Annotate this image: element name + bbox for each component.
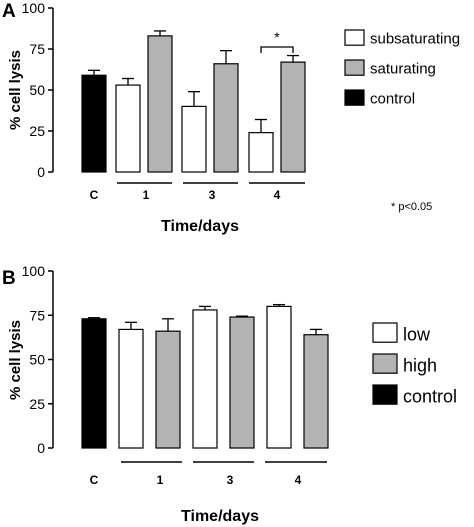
significance-bracket [260, 46, 294, 53]
bar-low-day-3 [192, 309, 218, 449]
legend-label-control: control [403, 386, 457, 406]
legend-label-subsaturating: subsaturating [370, 31, 460, 48]
legend-swatch-high [372, 353, 398, 374]
y-tick-label: 0 [37, 164, 45, 180]
bar-subsaturating-day-1 [115, 84, 141, 173]
bar-control-day-C [81, 74, 107, 173]
chart-panel-a: A 0 25 50 75 100 % cell lysis C 1 3 4 Time/days subs… [2, 0, 460, 235]
y-axis-title: % cell lysis [7, 320, 24, 400]
x-group-label: C [90, 188, 99, 202]
legend-label-control: control [370, 91, 415, 108]
x-axis-title: Time/days [161, 218, 239, 235]
x-group-label: 1 [157, 473, 164, 487]
bar-high-day-4 [303, 334, 329, 449]
x-group-label: 4 [295, 473, 302, 487]
y-tick-label: 100 [22, 263, 46, 279]
y-tick-label: 75 [29, 41, 45, 57]
y-tick-label: 0 [37, 440, 45, 456]
y-tick-label: 25 [29, 396, 45, 412]
x-group-label: 4 [274, 188, 281, 202]
bar-subsaturating-day-4 [248, 132, 274, 173]
legend-swatch-low [372, 322, 398, 343]
legend-swatch-control [372, 384, 398, 405]
bar-saturating-day-1 [147, 35, 173, 173]
bar-saturating-day-4 [280, 61, 306, 173]
x-group-label: 1 [143, 188, 150, 202]
y-tick-label: 25 [29, 123, 45, 139]
footnote: * p<0.05 [391, 201, 432, 213]
y-tick-label: 50 [29, 352, 45, 368]
legend-swatch-subsaturating [344, 29, 365, 46]
bar-high-day-1 [155, 330, 181, 449]
legend-label-low: low [403, 324, 431, 344]
chart-panel-b: B 0 25 50 75 100 % cell lysis C 1 3 4 Time/days low h… [2, 263, 457, 525]
significance-star: * [274, 29, 280, 45]
y-tick-label: 50 [29, 82, 45, 98]
legend-label-saturating: saturating [370, 61, 436, 78]
panel-label: B [2, 268, 16, 289]
y-axis-title: % cell lysis [7, 50, 24, 130]
legend-swatch-control [344, 89, 365, 106]
bar-subsaturating-day-3 [181, 105, 207, 173]
bar-low-day-1 [118, 328, 144, 449]
x-group-label: 3 [209, 188, 216, 202]
bar-control-day-C [81, 318, 107, 449]
x-group-label: 3 [227, 473, 234, 487]
legend-label-high: high [403, 355, 437, 375]
y-tick-label: 75 [29, 307, 45, 323]
legend-swatch-saturating [344, 59, 365, 76]
bar-high-day-3 [229, 316, 255, 449]
bar-low-day-4 [266, 305, 292, 449]
bar-saturating-day-3 [213, 63, 239, 173]
x-group-label: C [90, 473, 99, 487]
y-tick-label: 100 [22, 0, 46, 16]
panel-label: A [2, 1, 16, 22]
x-axis-title: Time/days [181, 508, 259, 525]
